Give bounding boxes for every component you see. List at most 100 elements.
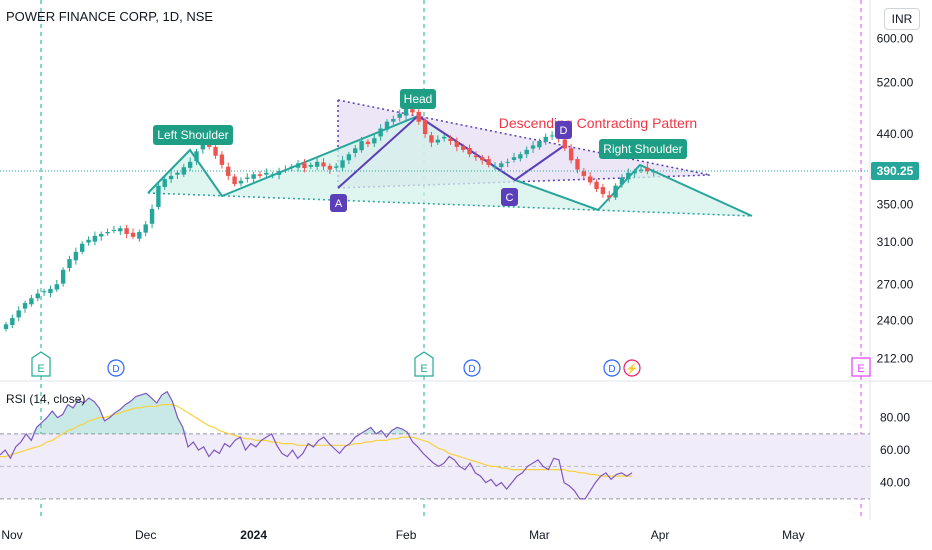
candle[interactable]: [461, 146, 466, 150]
candle[interactable]: [524, 149, 529, 155]
candle[interactable]: [441, 136, 447, 139]
candle[interactable]: [156, 185, 161, 208]
candle[interactable]: [499, 163, 504, 168]
earnings-marker-feb[interactable]: E: [414, 351, 434, 377]
rsi-ma-line[interactable]: [0, 404, 632, 477]
candle[interactable]: [175, 172, 180, 175]
candle[interactable]: [645, 167, 650, 172]
candle[interactable]: [530, 145, 536, 149]
candle[interactable]: [48, 288, 53, 294]
candle[interactable]: [626, 172, 631, 180]
candle[interactable]: [651, 171, 656, 173]
label-left-shoulder[interactable]: Left Shoulder: [153, 125, 233, 145]
candle[interactable]: [10, 317, 15, 325]
abcd-drawing[interactable]: [337, 114, 566, 189]
earnings-marker-future[interactable]: E: [851, 357, 871, 377]
candle[interactable]: [435, 139, 440, 143]
rsi-axis[interactable]: 80.00 60.00 40.00: [880, 411, 910, 490]
candle[interactable]: [308, 164, 313, 167]
candle[interactable]: [378, 128, 383, 137]
candle[interactable]: [537, 141, 542, 148]
candle[interactable]: [111, 230, 117, 232]
candle[interactable]: [607, 195, 612, 198]
candle[interactable]: [80, 243, 85, 252]
candle[interactable]: [200, 142, 206, 150]
candle[interactable]: [581, 171, 587, 176]
candle[interactable]: [257, 174, 263, 176]
earnings-marker-nov[interactable]: E: [31, 351, 51, 377]
candle[interactable]: [29, 298, 34, 305]
candle[interactable]: [314, 161, 320, 167]
price-axis[interactable]: 600.00 520.00 440.00 350.00 310.00 270.00 240.…: [877, 32, 914, 366]
time-axis[interactable]: Nov Dec 2024 Feb Mar Apr May: [1, 528, 804, 542]
candle[interactable]: [486, 159, 491, 165]
dividend-marker-mar[interactable]: D: [603, 359, 621, 377]
candle[interactable]: [511, 157, 517, 160]
candle[interactable]: [397, 113, 402, 118]
candle[interactable]: [149, 208, 155, 224]
candle[interactable]: [264, 172, 269, 175]
candle[interactable]: [588, 176, 593, 183]
candle[interactable]: [302, 163, 307, 169]
candle[interactable]: [118, 228, 123, 232]
candle[interactable]: [410, 109, 415, 113]
candle[interactable]: [16, 310, 21, 318]
candle[interactable]: [162, 179, 167, 187]
candle[interactable]: [295, 163, 301, 168]
candle[interactable]: [187, 161, 193, 168]
pattern-title[interactable]: Descending Contracting Pattern: [499, 115, 697, 131]
candle[interactable]: [54, 284, 59, 290]
label-head[interactable]: Head: [400, 89, 436, 109]
candle[interactable]: [92, 235, 98, 242]
candle[interactable]: [238, 180, 244, 184]
candle[interactable]: [60, 269, 66, 284]
candle[interactable]: [518, 154, 523, 159]
candle[interactable]: [124, 228, 129, 234]
candle[interactable]: [219, 154, 225, 165]
candle[interactable]: [619, 177, 625, 185]
candle[interactable]: [86, 239, 91, 243]
candle[interactable]: [632, 171, 637, 174]
candle[interactable]: [207, 143, 212, 147]
candle[interactable]: [168, 175, 174, 180]
candle[interactable]: [3, 324, 9, 330]
candle[interactable]: [232, 176, 237, 185]
candle[interactable]: [473, 155, 479, 158]
candle[interactable]: [359, 141, 364, 151]
candle[interactable]: [73, 251, 79, 261]
candle[interactable]: [340, 160, 345, 168]
candle[interactable]: [568, 148, 574, 161]
candle[interactable]: [41, 291, 47, 293]
dividend-marker-feb[interactable]: D: [463, 359, 481, 377]
label-right-shoulder[interactable]: Right Shoulder: [599, 139, 687, 159]
candle[interactable]: [245, 177, 250, 179]
rsi-line[interactable]: [0, 390, 633, 500]
candle[interactable]: [562, 139, 567, 149]
candle[interactable]: [334, 166, 339, 168]
candle[interactable]: [35, 293, 40, 299]
candle[interactable]: [454, 141, 460, 147]
candle[interactable]: [143, 224, 148, 233]
candle[interactable]: [492, 166, 498, 168]
point-c[interactable]: C: [501, 188, 518, 206]
candle[interactable]: [467, 147, 472, 155]
candle[interactable]: [137, 231, 142, 239]
candle[interactable]: [448, 138, 453, 142]
candle[interactable]: [613, 185, 618, 198]
candle[interactable]: [594, 181, 599, 190]
candle[interactable]: [327, 165, 333, 170]
candle[interactable]: [276, 171, 282, 175]
candle[interactable]: [391, 119, 396, 122]
candle[interactable]: [194, 151, 199, 162]
candle[interactable]: [575, 159, 580, 170]
point-a[interactable]: A: [330, 194, 347, 212]
currency-button[interactable]: INR: [884, 8, 920, 30]
candle[interactable]: [372, 138, 377, 144]
candle[interactable]: [251, 174, 256, 179]
candle[interactable]: [422, 119, 428, 135]
candle[interactable]: [346, 154, 352, 161]
candles[interactable]: [3, 105, 656, 332]
candle[interactable]: [403, 108, 409, 116]
candle[interactable]: [99, 233, 104, 237]
